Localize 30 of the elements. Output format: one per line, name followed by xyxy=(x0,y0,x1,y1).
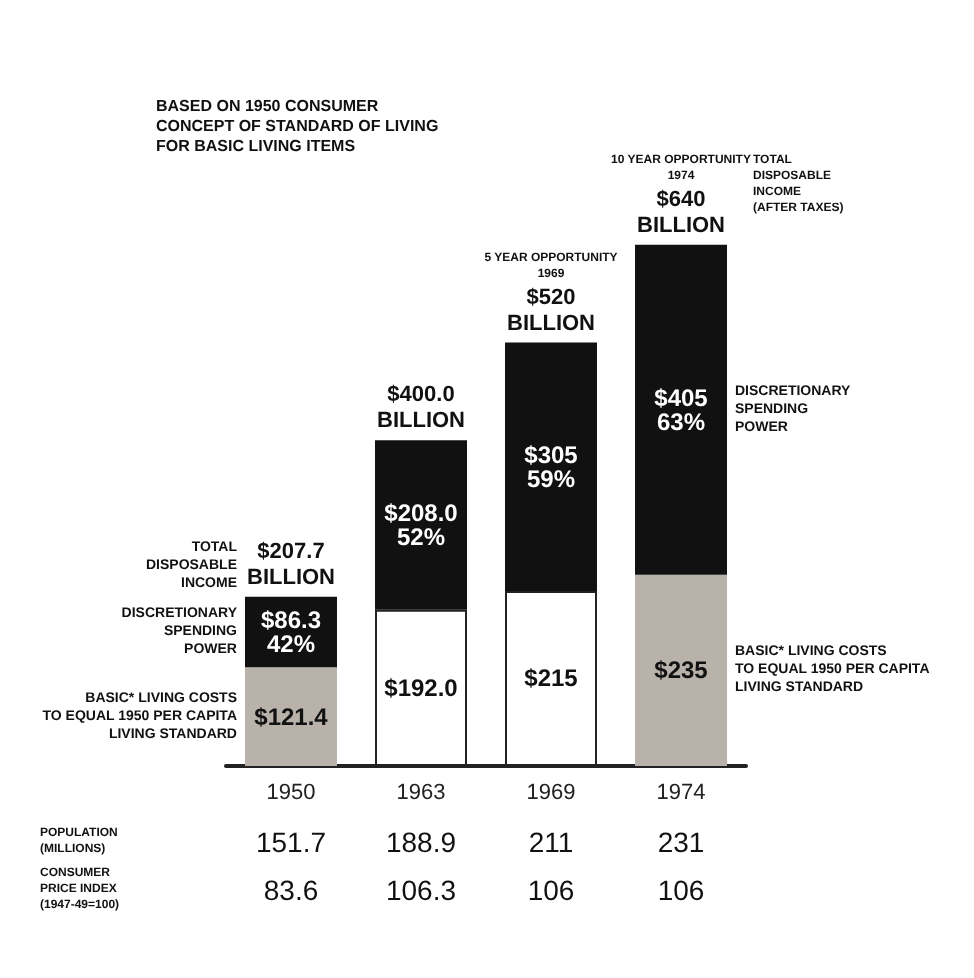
text: 231 xyxy=(657,826,705,858)
data-label: $121.4 xyxy=(254,702,329,731)
data-label: $215 xyxy=(524,664,579,693)
x-tick-label: 1969 xyxy=(526,781,576,805)
total-label: $520 BILLION xyxy=(507,285,596,336)
text: 106 xyxy=(657,874,705,906)
bar xyxy=(375,440,467,610)
text: 211 xyxy=(528,826,574,858)
total-label: $207.7 BILLION xyxy=(247,539,336,590)
bar xyxy=(505,342,597,591)
text: 83.6 xyxy=(263,874,319,906)
data-label: $305 59% xyxy=(524,440,579,493)
text: 151.7 xyxy=(255,826,327,858)
text: 188.9 xyxy=(385,826,457,858)
x-tick-label: 1950 xyxy=(266,781,316,805)
data-label: $235 xyxy=(654,656,709,685)
x-tick-label: 1963 xyxy=(396,781,446,805)
x-tick-label: 1974 xyxy=(656,781,706,805)
text: 106.3 xyxy=(385,874,457,906)
data-label: $405 63% xyxy=(654,383,709,436)
data-label: $208.0 52% xyxy=(384,498,459,551)
total-label: $400.0 BILLION xyxy=(377,383,466,434)
data-label: $86.3 42% xyxy=(260,606,322,659)
total-label: $640 BILLION xyxy=(637,187,726,238)
bar xyxy=(635,574,727,766)
data-label: $192.0 xyxy=(384,673,459,702)
text: BASED ON 1950 CONSUMER CONCEPT OF STANDARD OF LIVING FOR BASIC LIVING ITEMS xyxy=(156,97,439,155)
text: 106 xyxy=(527,874,575,906)
bar xyxy=(635,244,727,575)
bar xyxy=(245,667,337,766)
